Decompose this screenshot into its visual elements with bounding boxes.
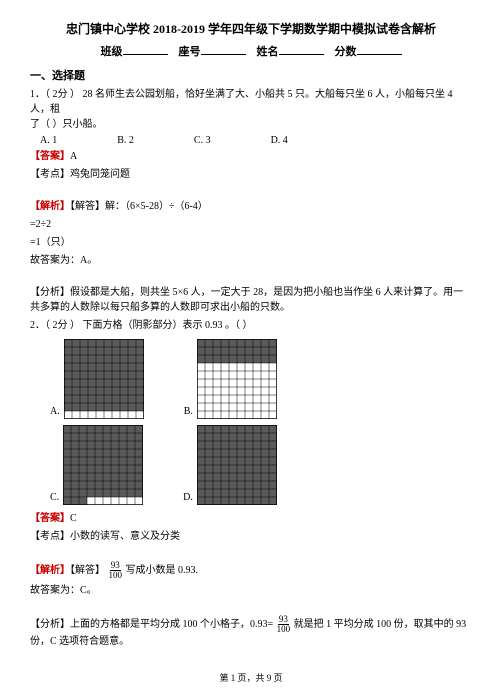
grid-a [64,339,144,419]
kaodian-label-2: 【考点】 [30,531,70,542]
jieda-label: 【解答】 [70,201,105,212]
grid-a-wrap: A. [50,339,144,419]
q1-jieda-3: =1（只） [30,235,472,250]
jiexi-label: 【解析】 [30,201,70,212]
q1-jiexi: 【解析】【解答】解：（6×5-28）÷（6-4） [30,199,472,214]
page-footer: 第 1 页，共 9 页 [0,671,502,684]
score-label: 分数 [335,46,357,58]
q2-answer-value: C [70,513,77,524]
fenxi-label-2: 【分析】 [30,619,70,630]
q2-jieda-text1: 写成小数是 0.93. [126,565,199,576]
q2-kaodian: 【考点】小数的读写、意义及分类 [30,529,472,544]
class-blank [123,43,168,55]
jieda-label-2: 【解答】 [70,565,105,576]
answer-label-2: 【答案】 [30,513,70,524]
fenxi-label: 【分析】 [30,287,70,298]
grids-row-2: C. D. [50,425,472,505]
q1-kaodian-text: 鸡兔同笼问题 [70,169,130,180]
q2-stem: 2．（ 2分 ） 下面方格（阴影部分）表示 0.93 。（ ） [30,318,472,333]
grid-c-label: C. [50,492,59,503]
exam-title: 忠门镇中心学校 2018-2019 学年四年级下学期数学期中模拟试卷含解析 [30,20,472,37]
q1-line1: 1．（ 2分 ） 28 名师生去公园划船，恰好坐满了大、小船共 5 只。大船每只… [30,89,453,115]
q1-line2: 了（ ）只小船。 [30,119,103,130]
grid-d-wrap: D. [183,425,277,505]
grid-c-wrap: C. [50,425,143,505]
q1-answer: 【答案】A [30,149,472,164]
q1-fenxi: 【分析】假设都是大船，则共坐 5×6 人，一定大于 28，是因为把小船也当作坐 … [30,285,472,315]
score-blank [357,43,402,55]
jiexi-label-2: 【解析】 [30,565,70,576]
q1-jieda-4: 故答案为：A。 [30,253,472,268]
class-label: 班级 [101,46,123,58]
q2-kaodian-text: 小数的读写、意义及分类 [70,531,180,542]
name-blank [279,43,324,55]
q1-fenxi-text: 假设都是大船，则共坐 5×6 人，一定大于 28，是因为把小船也当作坐 6 人来… [30,287,463,313]
q1-opt-b: B. 2 [117,135,134,146]
section-1-header: 一、选择题 [30,67,472,83]
q1-stem: 1．（ 2分 ） 28 名师生去公园划船，恰好坐满了大、小船共 5 只。大船每只… [30,87,472,132]
grid-d [197,425,277,505]
student-info-row: 班级 座号 姓名 分数 [30,43,472,59]
seat-label: 座号 [179,46,201,58]
kaodian-label: 【考点】 [30,169,70,180]
name-label: 姓名 [257,46,279,58]
seat-blank [201,43,246,55]
fraction-1: 93100 [108,561,124,580]
grids-row-1: A. B. [50,339,472,419]
q2-jieda-text2: 故答案为：C。 [30,583,472,598]
grid-a-label: A. [50,406,60,417]
frac-den-2: 100 [276,625,292,634]
grid-b-wrap: B. [184,339,277,419]
q1-jieda-1: 解：（6×5-28）÷（6-4） [105,201,208,212]
q2-fenxi: 【分析】上面的方格都是平均分成 100 个小格子，0.93= 93100 就是把… [30,615,472,649]
q1-options: A. 1 B. 2 C. 3 D. 4 [40,135,472,146]
q1-opt-d: D. 4 [271,135,288,146]
answer-label: 【答案】 [30,151,70,162]
q2-jiexi: 【解析】【解答】 93100 写成小数是 0.93. [30,561,472,580]
grid-d-label: D. [183,492,193,503]
fraction-2: 93100 [276,615,292,634]
q1-kaodian: 【考点】鸡兔同笼问题 [30,167,472,182]
grid-b [197,339,277,419]
grid-c [63,425,143,505]
q1-answer-value: A [70,151,77,162]
q2-fenxi-1: 上面的方格都是平均分成 100 个小格子，0.93= [70,619,273,630]
q2-answer: 【答案】C [30,511,472,526]
q1-opt-a: A. 1 [40,135,57,146]
q1-opt-c: C. 3 [194,135,211,146]
q1-jieda-2: =2÷2 [30,217,472,232]
grid-b-label: B. [184,406,193,417]
frac-den-1: 100 [108,571,124,580]
